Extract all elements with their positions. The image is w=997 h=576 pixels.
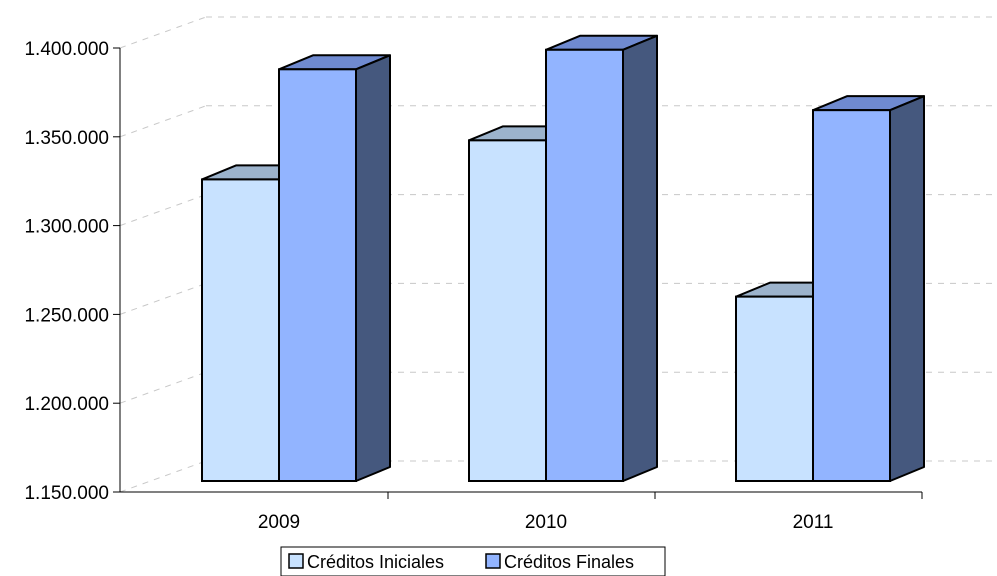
- bar-front-face: [278, 68, 357, 482]
- gridline-side: [119, 371, 207, 404]
- bar-front-face: [812, 109, 891, 482]
- y-ticks: 1.150.000 1.200.000 1.250.000 1.300.000 1.35…: [24, 39, 120, 504]
- bar-cr-ditos-finales-2009: [278, 54, 391, 482]
- x-tick-label-2011: 2011: [793, 512, 834, 533]
- bar-side-face: [355, 54, 391, 482]
- bar-cr-ditos-iniciales-2011: [735, 281, 848, 483]
- legend: Créditos Iniciales Créditos Finales: [280, 546, 666, 576]
- bar-side-face: [622, 34, 658, 482]
- axes: [119, 48, 922, 493]
- x-tick-label-2010: 2010: [525, 512, 567, 533]
- bar-front-face: [545, 48, 624, 482]
- legend-label-creditos-iniciales: Créditos Iniciales: [307, 552, 444, 572]
- legend-swatch-creditos-finales: [485, 553, 501, 569]
- bar-front-face: [468, 139, 547, 483]
- bar-cr-ditos-finales-2010: [545, 34, 658, 482]
- gridlines: [119, 16, 997, 493]
- gridline-side: [119, 16, 207, 49]
- bars: [201, 34, 925, 483]
- legend-label-creditos-finales: Créditos Finales: [504, 552, 634, 572]
- x-ticks: 2009 2010 2011: [258, 492, 923, 533]
- bar-front-face: [201, 178, 280, 482]
- bar-cr-ditos-iniciales-2010: [468, 125, 581, 483]
- y-tick-label: 1.200.000: [24, 394, 109, 415]
- legend-box: [280, 546, 666, 576]
- y-tick-label: 1.300.000: [24, 217, 109, 238]
- bar-side-face: [889, 95, 925, 482]
- gridline-side: [119, 105, 207, 138]
- legend-swatch-creditos-iniciales: [288, 553, 304, 569]
- y-tick-label: 1.250.000: [24, 305, 109, 326]
- gridline-side: [119, 460, 207, 493]
- y-tick-label: 1.150.000: [24, 483, 109, 504]
- bar-cr-ditos-finales-2011: [812, 95, 925, 482]
- gridline-side: [119, 282, 207, 315]
- gridline-side: [119, 194, 207, 227]
- y-tick-label: 1.400.000: [24, 39, 109, 60]
- bar-front-face: [735, 295, 814, 483]
- y-tick-label: 1.350.000: [24, 128, 109, 149]
- x-tick-label-2009: 2009: [258, 512, 300, 533]
